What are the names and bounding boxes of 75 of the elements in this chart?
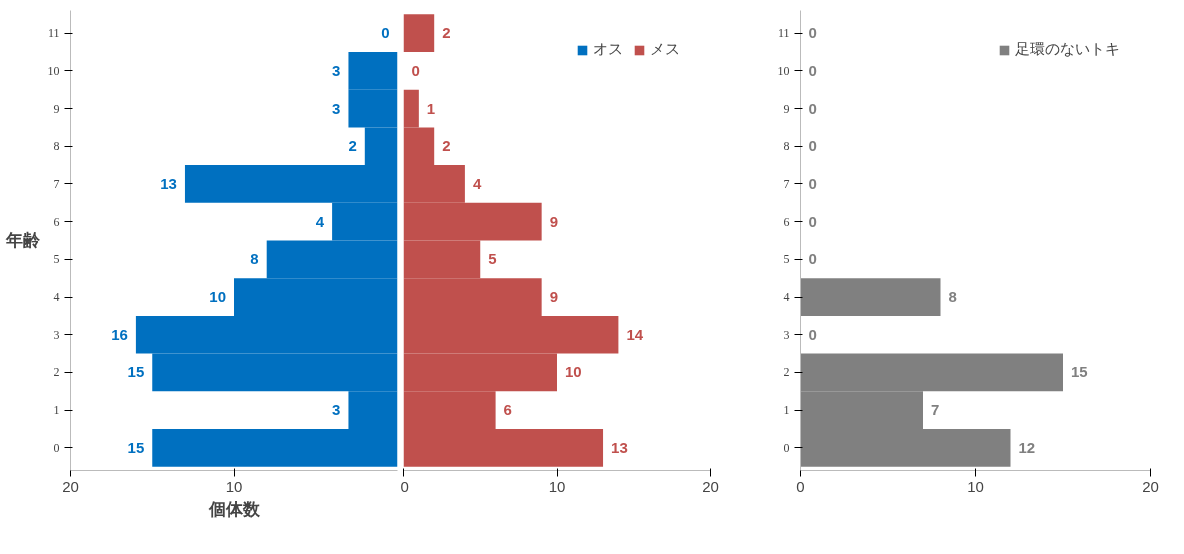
y-tick-label: 5	[783, 252, 790, 267]
x-tick-label: 0	[796, 477, 805, 495]
y-tick-label: 7	[783, 176, 790, 191]
x-axis-title: 個体数	[207, 499, 261, 519]
x-tick-label: 0	[400, 477, 409, 495]
data-label: 4	[315, 212, 325, 230]
y-tick-label: 0	[53, 440, 60, 455]
data-label: 3	[332, 401, 341, 419]
data-label: 1	[426, 99, 436, 117]
data-label: 2	[442, 24, 451, 42]
data-label: 0	[808, 61, 817, 79]
bar	[403, 14, 435, 52]
x-tick-label: 20	[62, 477, 79, 495]
data-label: 0	[411, 61, 420, 79]
y-tick-label: 11	[47, 26, 60, 41]
x-tick-label: 20	[702, 477, 719, 495]
data-label: 0	[808, 250, 817, 268]
data-label: 9	[549, 288, 558, 306]
data-label: 0	[808, 212, 817, 230]
data-label: 15	[127, 438, 145, 456]
y-tick-label: 2	[783, 365, 790, 380]
legend-label: 足環のないトキ	[1015, 40, 1120, 59]
data-label: 0	[808, 137, 817, 155]
data-label: 16	[111, 325, 128, 343]
bar	[800, 278, 941, 316]
data-label: 9	[549, 212, 558, 230]
data-label: 3	[332, 99, 341, 117]
y-tick-label: 11	[777, 26, 790, 41]
data-label: 0	[808, 24, 817, 42]
y-tick-label: 8	[53, 139, 60, 154]
y-tick-label: 10	[47, 63, 60, 78]
data-label: 2	[348, 137, 357, 155]
y-tick-label: 8	[783, 139, 790, 154]
y-tick-label: 3	[783, 327, 790, 342]
y-tick-label: 2	[53, 365, 60, 380]
data-label: 6	[503, 401, 512, 419]
data-label: 13	[611, 438, 628, 456]
data-label: 14	[626, 325, 644, 343]
x-tick-label: 10	[548, 477, 566, 495]
data-label: 0	[808, 174, 817, 192]
y-tick-label: 1	[53, 403, 60, 418]
data-label: 8	[948, 288, 957, 306]
legend-label: オス	[593, 40, 623, 59]
y-tick-label: 4	[53, 290, 60, 305]
y-tick-label: 9	[53, 101, 60, 116]
y-tick-label: 7	[53, 176, 60, 191]
data-label: 2	[442, 137, 451, 155]
y-tick-label: 5	[53, 252, 60, 267]
x-tick-label: 10	[225, 477, 243, 495]
y-tick-label: 4	[783, 290, 790, 305]
data-label: 12	[1018, 438, 1036, 456]
y-tick-label: 0	[783, 440, 790, 455]
y-tick-label: 10	[777, 63, 790, 78]
data-label: 0	[381, 24, 390, 42]
data-label: 10	[209, 288, 226, 306]
x-tick-label: 10	[967, 477, 984, 495]
data-label: 4	[472, 174, 482, 192]
y-tick-label: 6	[783, 214, 790, 229]
data-label: 15	[1071, 363, 1088, 381]
data-label: 3	[332, 61, 341, 79]
data-label: 10	[565, 363, 582, 381]
y-tick-label: 1	[783, 403, 790, 418]
data-label: 8	[250, 250, 259, 268]
y-tick-label: 3	[53, 327, 60, 342]
data-label: 0	[808, 325, 817, 343]
y-tick-label: 6	[53, 214, 60, 229]
data-label: 0	[808, 99, 817, 117]
y-axis-title: 年齢	[4, 231, 41, 250]
data-label: 13	[160, 174, 177, 192]
legend-label: メス	[650, 40, 680, 59]
data-label: 7	[931, 401, 940, 419]
y-tick-label: 9	[783, 101, 790, 116]
x-tick-label: 20	[1142, 477, 1159, 495]
data-label: 15	[127, 363, 145, 381]
data-label: 5	[488, 250, 497, 268]
